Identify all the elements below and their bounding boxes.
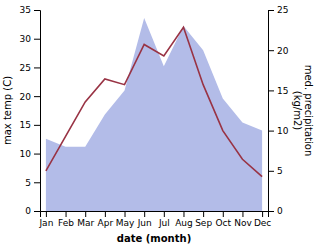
tick-mark xyxy=(34,10,40,11)
tick: 20 xyxy=(268,46,289,56)
tick-mark xyxy=(34,125,40,126)
tick-label: May xyxy=(116,218,135,228)
tick-label: Nov xyxy=(234,218,252,228)
tick: 5 xyxy=(268,166,283,176)
tick: 30 xyxy=(20,34,40,44)
y-axis-title: max temp (C) xyxy=(2,76,13,145)
tick-mark xyxy=(268,211,274,212)
tick: Jan xyxy=(38,211,53,228)
tick: 15 xyxy=(268,86,288,96)
title-line: med. precipitation xyxy=(303,65,314,157)
tick-label: 5 xyxy=(277,166,283,176)
tick-mark xyxy=(268,10,274,11)
tick: 10 xyxy=(268,126,289,136)
x-axis-title: date (month) xyxy=(117,233,191,244)
tick-label: 15 xyxy=(20,120,31,130)
tick: 25 xyxy=(20,63,40,73)
tick-mark xyxy=(34,211,40,212)
tick: Feb xyxy=(58,211,74,228)
tick-label: Aug xyxy=(175,218,193,228)
axis-line xyxy=(34,11,41,212)
tick-mark xyxy=(268,90,274,91)
tick-label: 0 xyxy=(277,206,283,216)
y-axis: 0 5 10 15 20 25 30 35 xyxy=(20,5,41,216)
tick-label: 5 xyxy=(25,178,31,188)
tick-label: 25 xyxy=(277,5,288,15)
tick: Mar xyxy=(77,211,94,228)
tick-mark xyxy=(34,182,40,183)
tick-label: 10 xyxy=(20,149,32,159)
tick-label: 15 xyxy=(277,86,288,96)
tick-mark xyxy=(242,211,243,217)
area xyxy=(46,18,262,211)
tick-label: Jun xyxy=(137,218,152,228)
tick-mark xyxy=(223,211,224,217)
tick-mark xyxy=(268,131,274,132)
title-line: (kg/m2) xyxy=(292,91,303,131)
tick-label: Dec xyxy=(254,218,271,228)
tick-mark xyxy=(34,96,40,97)
tick-label: Jan xyxy=(38,218,53,228)
y2-axis: 0 5 10 15 20 25 xyxy=(268,5,289,216)
tick-label: Oct xyxy=(216,218,232,228)
tick-mark xyxy=(183,211,184,217)
tick-label: Apr xyxy=(98,218,114,228)
tick: 15 xyxy=(20,120,40,130)
tick-mark xyxy=(203,211,204,217)
tick: 0 xyxy=(25,206,40,216)
y2-axis-title: med. precipitation(kg/m2) xyxy=(292,65,315,157)
tick-mark xyxy=(262,211,263,217)
tick: 0 xyxy=(268,206,283,216)
tick: Jun xyxy=(137,211,152,228)
tick: 25 xyxy=(268,5,288,15)
tick-mark xyxy=(85,211,86,217)
tick: Dec xyxy=(254,211,271,228)
tick-label: Sep xyxy=(195,218,212,228)
tick: 5 xyxy=(25,178,40,188)
tick: 35 xyxy=(20,5,40,15)
tick-label: 30 xyxy=(20,34,32,44)
plot: Jan FebMar AprMayJun Jul AugSep OctNovDec 0 5 10… xyxy=(2,5,314,244)
tick-label: 0 xyxy=(25,206,31,216)
tick-label: Feb xyxy=(58,218,74,228)
tick: Sep xyxy=(195,211,212,228)
tick-mark xyxy=(105,211,106,217)
tick-label: 35 xyxy=(20,5,31,15)
tick-mark xyxy=(144,211,145,217)
tick: Apr xyxy=(98,211,114,228)
tick-mark xyxy=(34,67,40,68)
marks xyxy=(46,18,262,211)
tick-label: Mar xyxy=(77,218,94,228)
tick-mark xyxy=(34,154,40,155)
tick-label: 25 xyxy=(20,63,31,73)
tick-mark xyxy=(34,39,40,40)
tick-label: 20 xyxy=(20,92,32,102)
tick: 10 xyxy=(20,149,40,159)
tick: 20 xyxy=(20,92,40,102)
tick-label: 10 xyxy=(277,126,289,136)
tick-mark xyxy=(66,211,67,217)
tick-mark xyxy=(268,50,274,51)
tick: May xyxy=(116,211,135,228)
axis-line xyxy=(269,11,275,212)
tick: Aug xyxy=(175,211,193,228)
x-axis: Jan FebMar AprMayJun Jul AugSep OctNovDec xyxy=(38,211,271,228)
chart: Jan FebMar AprMayJun Jul AugSep OctNovDec 0 5 10… xyxy=(0,0,318,247)
axis-line xyxy=(41,212,269,218)
tick-mark xyxy=(125,211,126,217)
tick: Oct xyxy=(216,211,232,228)
tick-mark xyxy=(46,211,47,217)
tick-mark xyxy=(164,211,165,217)
tick-label: Jul xyxy=(158,218,170,228)
line xyxy=(46,27,262,176)
tick: Jul xyxy=(158,211,170,228)
tick: Nov xyxy=(234,211,252,228)
tick-mark xyxy=(268,171,274,172)
tick-label: 20 xyxy=(277,46,289,56)
